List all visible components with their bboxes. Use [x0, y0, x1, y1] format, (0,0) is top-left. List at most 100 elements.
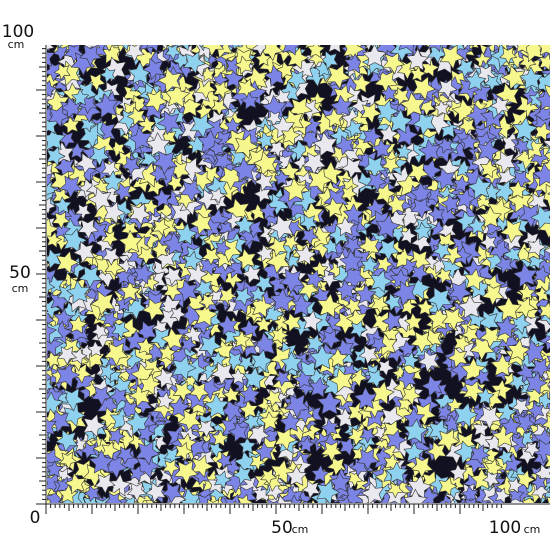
- star: [59, 451, 78, 470]
- star: [194, 302, 218, 327]
- star: [497, 449, 513, 466]
- star: [255, 244, 274, 263]
- star: [427, 205, 445, 223]
- star: [101, 247, 121, 266]
- star: [535, 89, 550, 110]
- star: [376, 99, 399, 124]
- star: [232, 330, 251, 349]
- star: [47, 51, 56, 67]
- star: [162, 232, 187, 255]
- star: [508, 180, 528, 199]
- star: [47, 300, 49, 313]
- star: [528, 91, 546, 108]
- star: [246, 147, 270, 172]
- star: [142, 58, 164, 80]
- star: [113, 182, 132, 202]
- star: [114, 45, 129, 51]
- star: [387, 109, 413, 134]
- star: [418, 139, 441, 162]
- ruler-label: 50: [9, 263, 31, 283]
- star: [71, 88, 89, 106]
- star: [427, 287, 452, 312]
- star: [525, 385, 545, 405]
- star: [534, 122, 550, 142]
- star: [311, 464, 330, 483]
- star: [129, 203, 152, 226]
- star: [501, 131, 524, 154]
- star: [396, 143, 413, 160]
- star: [324, 108, 345, 128]
- star: [93, 93, 119, 119]
- star: [225, 56, 243, 75]
- star: [532, 162, 550, 187]
- star: [208, 140, 225, 157]
- star: [273, 169, 290, 186]
- star: [248, 424, 270, 446]
- star: [538, 45, 550, 56]
- star: [264, 389, 282, 408]
- star: [308, 167, 333, 193]
- star: [291, 56, 315, 81]
- star: [435, 267, 452, 285]
- star: [404, 312, 423, 331]
- star: [307, 45, 326, 58]
- star: [217, 314, 239, 336]
- star: [124, 45, 145, 62]
- star: [136, 501, 150, 503]
- star: [326, 64, 351, 90]
- star: [175, 442, 193, 461]
- star: [407, 162, 429, 184]
- star: [382, 52, 405, 75]
- star: [166, 175, 184, 192]
- star: [284, 252, 301, 269]
- star: [386, 429, 407, 451]
- star: [507, 338, 531, 362]
- star: [462, 500, 479, 503]
- star: [276, 60, 294, 79]
- star: [479, 233, 497, 252]
- star: [170, 306, 186, 323]
- star: [398, 339, 416, 358]
- star: [271, 326, 289, 345]
- star: [341, 157, 363, 179]
- star: [238, 355, 255, 372]
- star: [62, 228, 87, 253]
- star: [265, 249, 291, 274]
- star: [530, 474, 547, 491]
- star: [270, 288, 295, 312]
- star: [109, 387, 128, 407]
- star: [376, 255, 393, 273]
- star: [522, 57, 544, 78]
- star: [53, 196, 72, 214]
- star: [91, 385, 112, 406]
- star: [163, 266, 183, 286]
- star: [410, 197, 433, 219]
- star: [295, 244, 317, 266]
- star: [83, 413, 106, 438]
- star: [56, 250, 79, 275]
- star: [175, 222, 198, 246]
- star: [224, 68, 245, 89]
- star: [479, 326, 502, 348]
- star: [255, 316, 273, 333]
- star: [195, 103, 213, 121]
- star: [381, 156, 400, 175]
- star: [108, 427, 126, 445]
- star: [422, 253, 439, 271]
- star: [136, 337, 155, 355]
- star: [180, 180, 203, 202]
- star: [545, 338, 550, 344]
- star: [78, 265, 102, 288]
- star: [308, 377, 330, 398]
- star: [438, 476, 458, 496]
- star: [370, 295, 390, 314]
- star: [189, 113, 215, 138]
- star: [276, 494, 293, 503]
- star: [232, 157, 257, 182]
- star: [403, 407, 425, 429]
- star: [158, 343, 177, 362]
- star: [448, 280, 472, 304]
- star: [524, 441, 541, 458]
- star: [410, 331, 434, 354]
